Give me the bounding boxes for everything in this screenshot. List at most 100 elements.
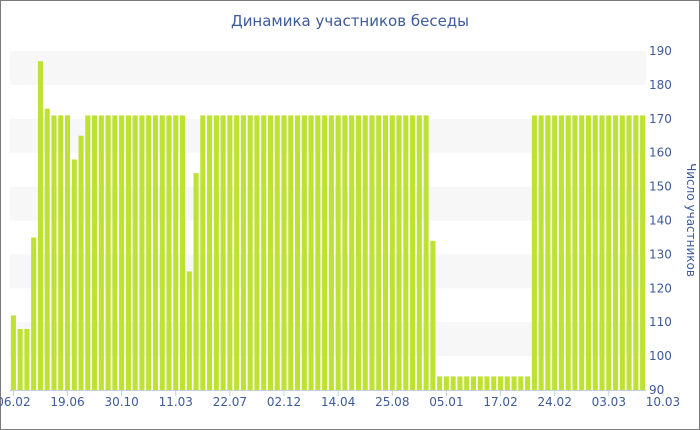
bar <box>497 376 504 390</box>
y-tick-label: 170 <box>649 112 672 126</box>
bar <box>518 376 524 390</box>
bar <box>504 376 510 390</box>
y-tick-label: 190 <box>649 44 672 58</box>
bar <box>152 115 158 390</box>
bar <box>430 240 436 390</box>
bar <box>213 115 219 390</box>
bar <box>538 115 544 390</box>
bar <box>247 115 253 390</box>
x-tick-label: 14.04 <box>321 395 355 409</box>
y-axis-title: Число участников <box>684 163 698 277</box>
bar <box>633 115 639 390</box>
bar <box>85 115 91 390</box>
bar <box>234 115 240 390</box>
bar <box>572 115 578 390</box>
bar <box>592 115 598 390</box>
bar <box>288 115 294 390</box>
bar <box>369 115 375 390</box>
bar <box>173 115 179 390</box>
bar <box>24 328 30 390</box>
bar <box>443 376 449 390</box>
bar <box>565 115 571 390</box>
bar <box>613 115 619 390</box>
bar <box>207 115 213 390</box>
bar <box>240 115 246 390</box>
bar <box>545 115 551 390</box>
bar <box>335 115 341 390</box>
bar <box>281 115 287 390</box>
grid-bands <box>10 51 646 357</box>
bar <box>355 115 361 390</box>
y-tick-label: 160 <box>649 146 672 160</box>
x-tick-label: 02.12 <box>267 395 301 409</box>
bar <box>315 115 321 390</box>
bar <box>139 115 145 390</box>
bar <box>112 115 118 390</box>
bar <box>267 115 274 390</box>
y-tick-label: 90 <box>649 383 664 397</box>
bar <box>125 115 131 390</box>
bar <box>328 115 334 390</box>
bar <box>416 115 422 390</box>
grid-band <box>10 322 646 357</box>
grid-band <box>10 254 646 289</box>
bar <box>437 376 443 390</box>
bar <box>606 115 612 390</box>
bar <box>362 115 368 390</box>
bar <box>78 135 84 390</box>
x-tick-label: 17.02 <box>483 395 517 409</box>
bar <box>254 115 260 390</box>
bar <box>17 328 23 390</box>
bar <box>464 376 470 390</box>
bar <box>64 115 71 390</box>
bar <box>376 115 382 390</box>
grid-band <box>10 51 646 85</box>
bar <box>403 115 409 390</box>
x-axis-ticks: 06.02 19.06 30.10 11.03 22.07 02.12 14.04 25.08… <box>0 390 680 409</box>
y-tick-label: 140 <box>649 214 672 228</box>
x-tick-label: 24.02 <box>537 395 571 409</box>
y-tick-label: 100 <box>649 349 672 363</box>
bar <box>193 173 199 390</box>
bar <box>599 115 605 390</box>
bar <box>159 115 165 390</box>
bar <box>31 237 37 390</box>
bar <box>119 115 125 390</box>
bar <box>558 115 564 390</box>
bar <box>484 376 490 390</box>
y-tick-label: 150 <box>649 180 672 194</box>
bar <box>58 115 64 390</box>
y-tick-label: 180 <box>649 78 672 92</box>
bar <box>410 115 416 390</box>
bar <box>98 115 104 390</box>
bar <box>51 115 57 390</box>
bar <box>423 115 429 390</box>
bar <box>295 115 301 390</box>
bar <box>477 376 483 390</box>
bar <box>132 115 138 390</box>
y-axis-ticks: 90 100 110 120 130 140 150 160 170 180 190 <box>649 44 672 397</box>
bar <box>511 376 517 390</box>
x-tick-label: 11.03 <box>159 395 193 409</box>
bar <box>470 376 476 390</box>
bar <box>220 115 226 390</box>
grid-band <box>10 186 646 221</box>
bar <box>166 115 172 390</box>
bar <box>179 115 186 390</box>
y-tick-label: 110 <box>649 315 672 329</box>
bar <box>342 115 348 390</box>
bar <box>457 376 463 390</box>
x-tick-label: 30.10 <box>104 395 138 409</box>
bar <box>552 115 558 390</box>
bar <box>200 115 206 390</box>
bar <box>619 115 625 390</box>
bar <box>525 376 531 390</box>
bar <box>44 108 50 390</box>
bar <box>640 115 646 390</box>
bar <box>10 315 16 390</box>
bar <box>491 376 497 390</box>
y-tick-label: 120 <box>649 281 672 295</box>
bar <box>579 115 585 390</box>
bar <box>626 115 632 390</box>
